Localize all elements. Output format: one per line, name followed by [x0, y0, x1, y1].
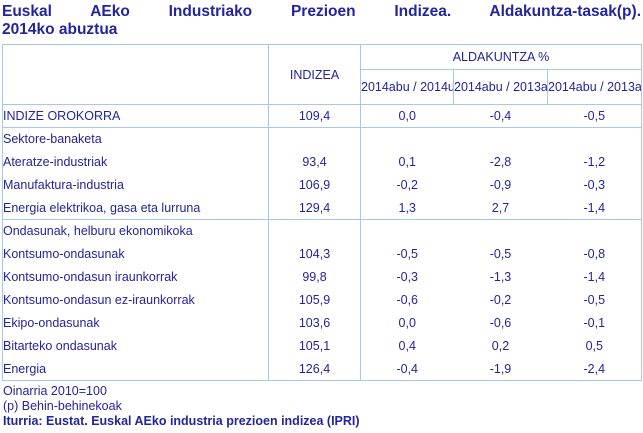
section-row: Ondasunak, helburu ekonomikoka: [2, 219, 642, 243]
change-ytd-value: -0,3: [583, 178, 606, 192]
index-value: 106,9: [268, 173, 361, 197]
index-value: 105,1: [268, 334, 361, 358]
index-value: [268, 219, 361, 243]
change-ytd-value: -0,5: [547, 104, 642, 128]
change-ytd-value: -1,4: [547, 196, 642, 220]
row-label: Bitarteko ondasunak: [2, 334, 269, 358]
change-ytd-value: -0,1: [583, 316, 606, 330]
column-header-period-3: 2014abu / 2013abe: [546, 69, 642, 105]
change-month-value: 0,0: [360, 104, 454, 128]
change-year-value: [454, 220, 548, 243]
corner-header-cell: [2, 44, 269, 105]
note-source: Iturria: Eustat. Euskal AEko industria p…: [3, 414, 360, 428]
change-year-value: -0,6: [489, 316, 512, 330]
table-row: Ateratze-industriak 93,4 0,1 -2,8 -1,2: [2, 150, 642, 174]
change-ytd-value: -2,4: [583, 361, 606, 376]
change-month-value: -0,5: [396, 247, 419, 261]
change-ytd-value: -0,8: [583, 247, 606, 261]
change-ytd-value: -0,5: [583, 293, 606, 307]
row-label: Energia elektrikoa, gasa eta lurruna: [2, 196, 269, 220]
index-value: 109,4: [268, 104, 361, 128]
row-label: INDIZE OROKORRA: [2, 104, 269, 128]
note-provisional: (p) Behin-behinekoak: [3, 399, 122, 413]
change-year-value: -0,5: [489, 247, 512, 261]
change-year-value: -0,9: [489, 178, 512, 192]
column-header-period-2: 2014abu / 2013abu: [453, 69, 548, 105]
index-value: [268, 127, 361, 151]
change-month-value: -0,2: [396, 178, 419, 192]
change-month-value: 0,1: [398, 155, 416, 169]
change-month-value: 0,0: [398, 316, 416, 330]
table-row: INDIZE OROKORRA 109,4 0,0 -0,4 -0,5: [2, 104, 642, 128]
row-label: Manufaktura-industria: [2, 173, 269, 197]
note-base: Oinarria 2010=100: [3, 384, 107, 398]
price-index-table: INDIZEA ALDAKUNTZA % 2014abu / 2014uzt 2…: [2, 44, 643, 381]
change-month-value: 0,4: [398, 339, 416, 353]
footnotes: Oinarria 2010=100 (p) Behin-behinekoak I…: [0, 381, 643, 429]
row-label: Kontsumo-ondasun ez-iraunkorrak: [2, 288, 269, 312]
change-month-value: 1,3: [360, 196, 454, 220]
row-label: Ateratze-industriak: [2, 150, 269, 174]
table-row: Kontsumo-ondasun ez-iraunkorrak 105,9 -0…: [2, 288, 642, 312]
index-value: 103,6: [268, 311, 361, 335]
table-row: Energia 126,4 -0,4 -1,9 -2,4: [2, 357, 642, 381]
change-ytd-value: -1,2: [583, 155, 606, 169]
table-row: Kontsumo-ondasun iraunkorrak 99,8 -0,3 -…: [2, 265, 642, 289]
column-group-header-aldakuntza: ALDAKUNTZA %: [360, 44, 642, 70]
change-year-value: -2,8: [489, 155, 512, 169]
table-row: Manufaktura-industria 106,9 -0,2 -0,9 -0…: [2, 173, 642, 197]
change-year-value: -0,4: [453, 104, 548, 128]
index-value: 93,4: [268, 150, 361, 174]
page-title: Euskal AEko Industriako Prezioen Indizea…: [0, 0, 643, 39]
index-value: 126,4: [268, 357, 361, 381]
change-month-value: -0,3: [396, 270, 419, 284]
change-year-value: -1,9: [489, 361, 512, 376]
change-ytd-value: -1,4: [583, 270, 606, 284]
change-ytd-value: [548, 220, 642, 243]
change-ytd-value: 0,5: [585, 339, 603, 353]
index-value: 129,4: [268, 196, 361, 220]
change-year-value: 0,2: [491, 339, 510, 353]
change-month-value: [361, 220, 454, 243]
change-month-value: -0,6: [396, 293, 419, 307]
page-title-line1: Euskal AEko Industriako Prezioen Indizea…: [2, 3, 641, 20]
index-value: 105,9: [268, 288, 361, 312]
index-value: 99,8: [268, 265, 361, 289]
index-value: 104,3: [268, 242, 361, 266]
section-label: Sektore-banaketa: [2, 127, 269, 151]
change-month-value: [361, 128, 454, 151]
row-label: Energia: [2, 357, 269, 381]
column-header-indizea: INDIZEA: [268, 44, 361, 105]
page-title-line2: 2014ko abuztua: [2, 21, 118, 38]
row-label: Ekipo-ondasunak: [2, 311, 269, 335]
change-year-value: [454, 128, 548, 151]
row-label: Kontsumo-ondasun iraunkorrak: [2, 265, 269, 289]
table-row: Kontsumo-ondasunak 104,3 -0,5 -0,5 -0,8: [2, 242, 642, 266]
table-row: Bitarteko ondasunak 105,1 0,4 0,2 0,5: [2, 334, 642, 358]
change-year-value: 2,7: [453, 196, 548, 220]
table-row: Ekipo-ondasunak 103,6 0,0 -0,6 -0,1: [2, 311, 642, 335]
change-year-value: -0,2: [489, 293, 512, 307]
change-ytd-value: [548, 128, 642, 151]
section-label: Ondasunak, helburu ekonomikoka: [2, 219, 269, 243]
change-year-value: -1,3: [489, 270, 512, 284]
change-month-value: -0,4: [396, 361, 419, 376]
row-label: Kontsumo-ondasunak: [2, 242, 269, 266]
table-row: Energia elektrikoa, gasa eta lurruna 129…: [2, 196, 642, 220]
column-header-period-1: 2014abu / 2014uzt: [360, 69, 454, 105]
section-row: Sektore-banaketa: [2, 127, 642, 151]
